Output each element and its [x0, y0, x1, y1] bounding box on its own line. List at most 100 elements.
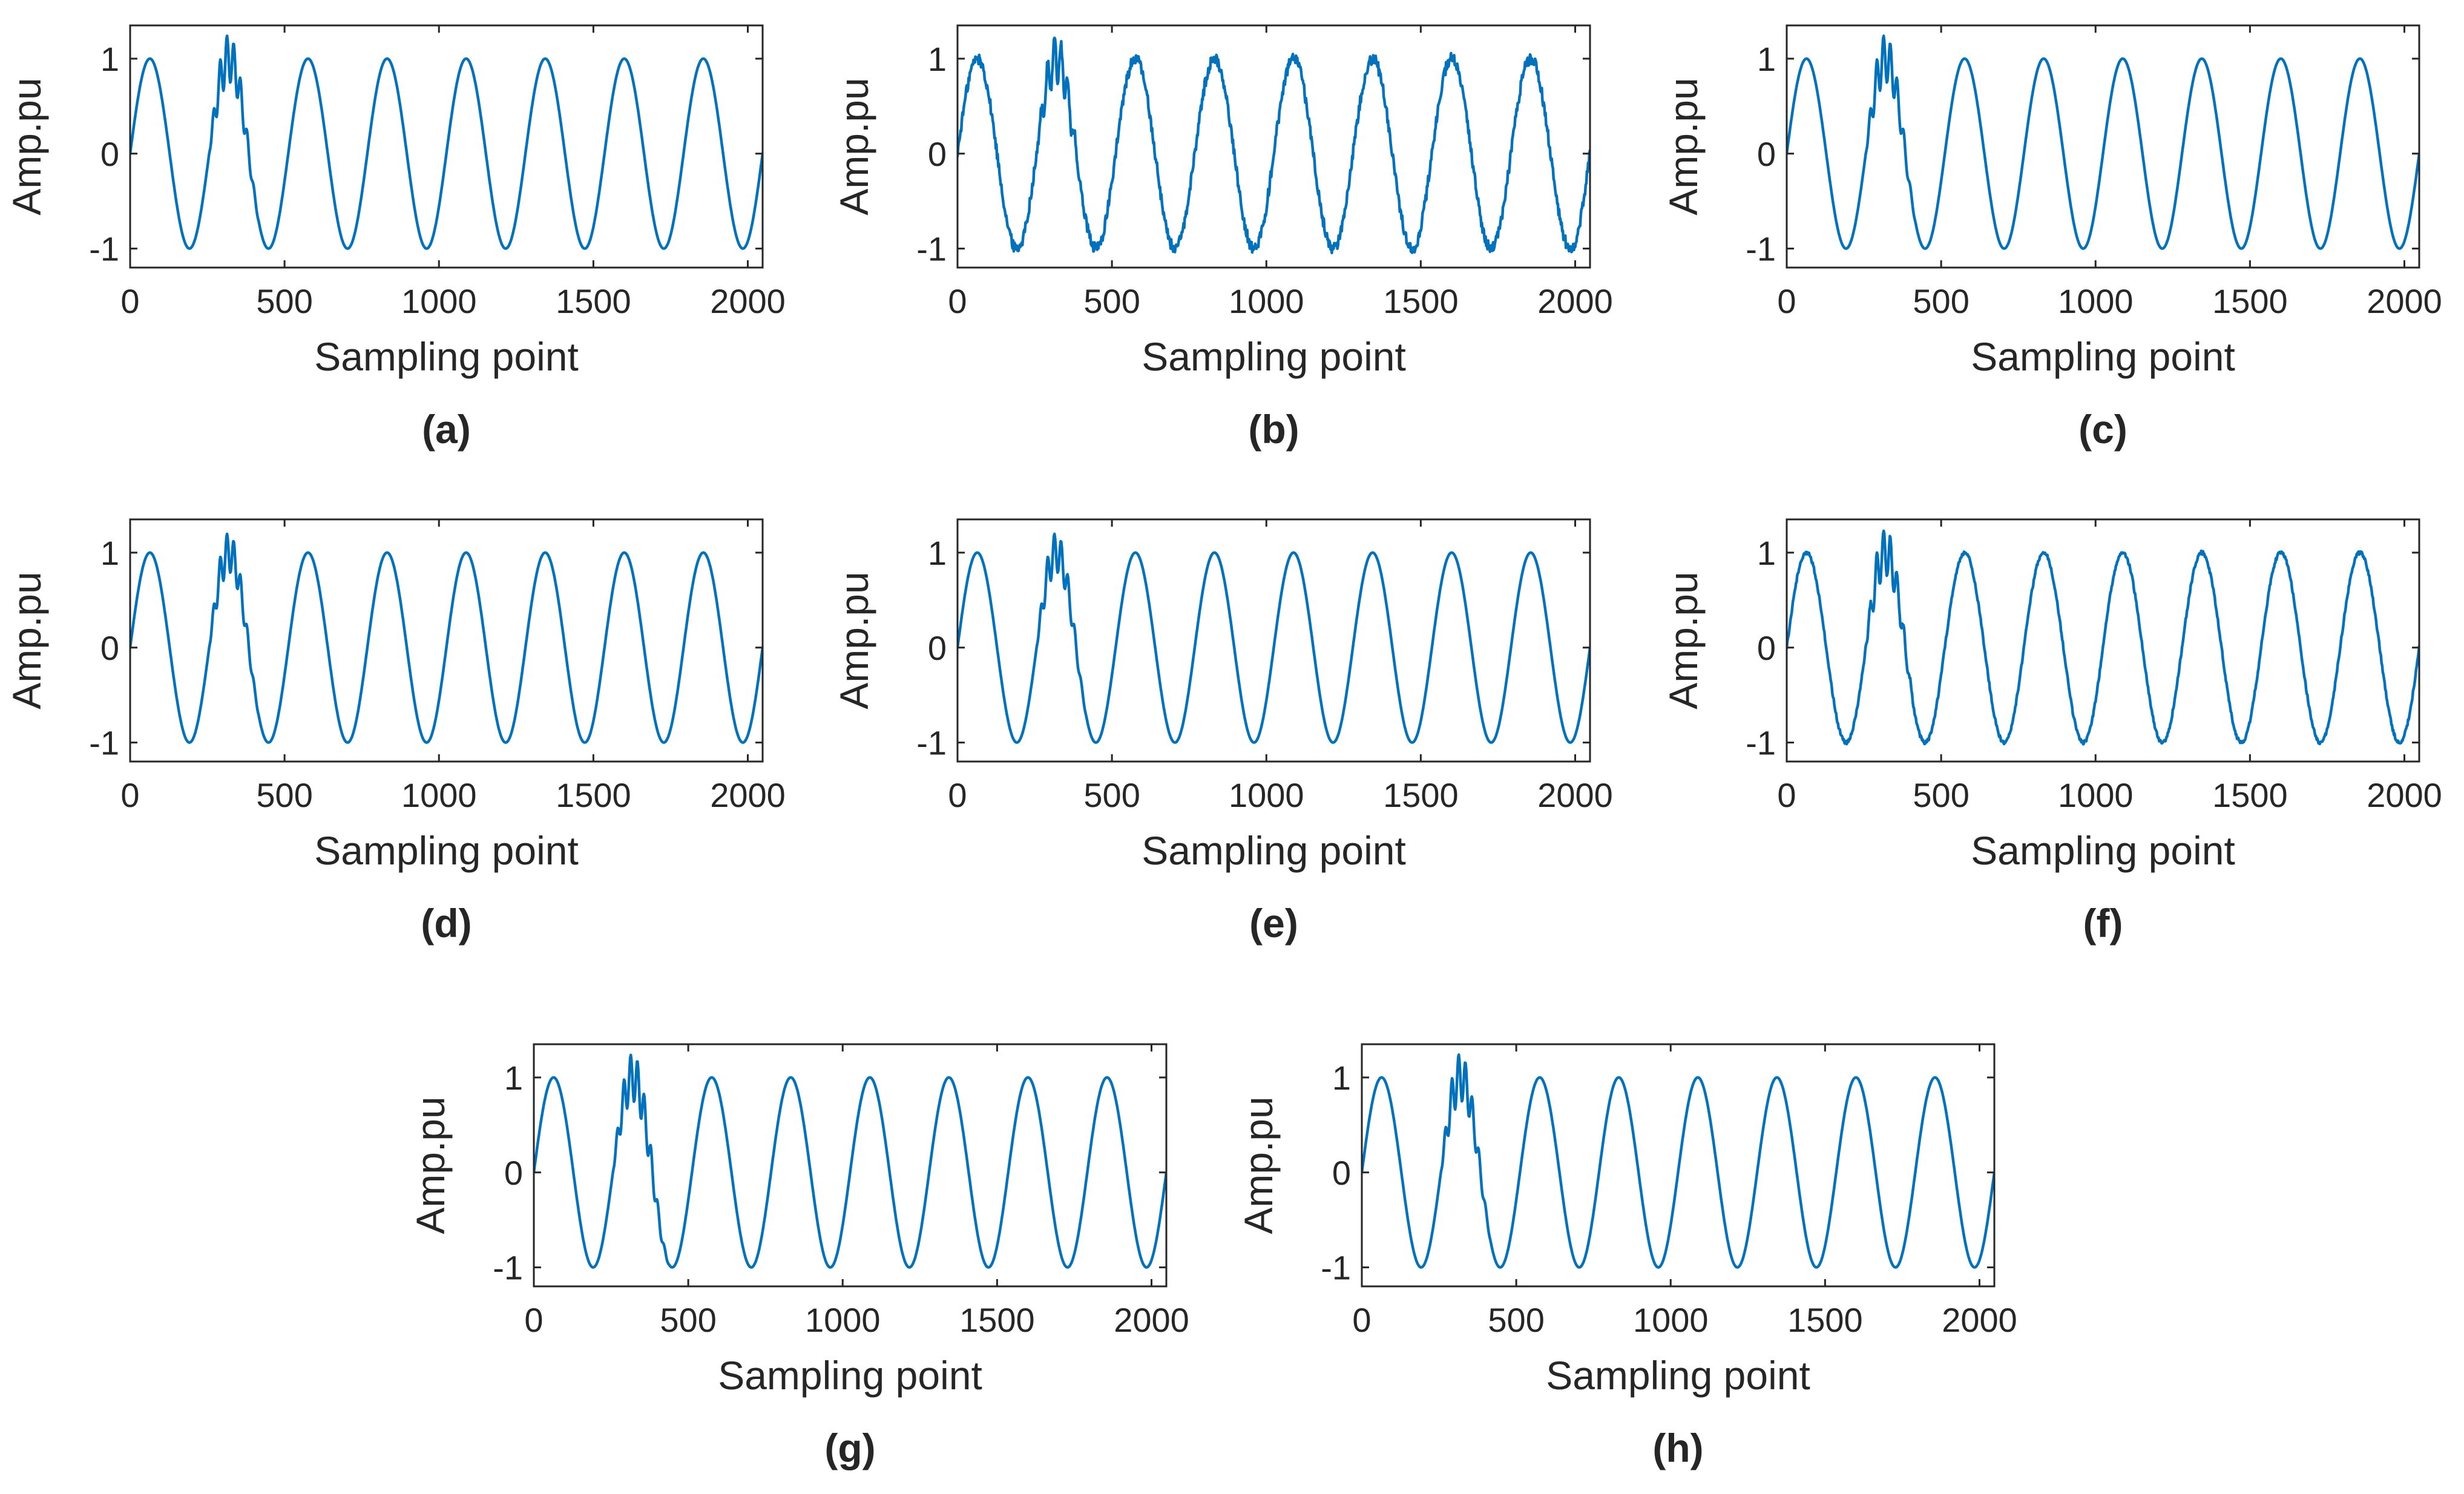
- x-tick-label-e-0: 0: [948, 776, 967, 814]
- x-tick-label-c-0: 0: [1777, 282, 1796, 320]
- x-axis-label-f: Sampling point: [1971, 828, 2235, 873]
- panel-label-g: (g): [824, 1426, 875, 1470]
- y-tick-label-h-2: 1: [1332, 1059, 1351, 1097]
- y-tick-label-e-2: 1: [928, 534, 947, 572]
- y-axis-label-g: Amp.pu: [408, 1096, 453, 1234]
- y-tick-label-a-1: 0: [100, 135, 119, 173]
- y-tick-label-g-0: -1: [493, 1249, 523, 1287]
- x-tick-label-b-4: 2000: [1537, 282, 1613, 320]
- x-tick-label-g-0: 0: [524, 1301, 543, 1339]
- x-tick-label-g-1: 500: [660, 1301, 716, 1339]
- y-tick-label-h-1: 0: [1332, 1154, 1351, 1192]
- x-axis-label-g: Sampling point: [718, 1353, 982, 1398]
- x-axis-label-d: Sampling point: [314, 828, 579, 873]
- y-tick-label-c-2: 1: [1757, 40, 1776, 78]
- x-tick-label-c-2: 1000: [2058, 282, 2134, 320]
- series-line-e: [958, 532, 1590, 744]
- y-axis-label-f: Amp.pu: [1661, 571, 1706, 709]
- axes-frame-f: [1786, 518, 2420, 763]
- x-tick-label-e-3: 1500: [1383, 776, 1459, 814]
- y-tick-label-c-0: -1: [1746, 230, 1776, 268]
- x-tick-label-f-3: 1500: [2212, 776, 2288, 814]
- x-tick-label-c-4: 2000: [2367, 282, 2442, 320]
- y-tick-label-c-1: 0: [1757, 135, 1776, 173]
- x-tick-label-b-2: 1000: [1229, 282, 1304, 320]
- panel-label-b: (b): [1248, 407, 1299, 452]
- y-axis-label-h: Amp.pu: [1236, 1096, 1281, 1234]
- x-tick-label-c-3: 1500: [2212, 282, 2288, 320]
- y-tick-label-d-2: 1: [100, 534, 119, 572]
- y-tick-label-g-1: 0: [504, 1154, 523, 1192]
- x-tick-label-a-1: 500: [256, 282, 312, 320]
- y-tick-label-f-1: 0: [1757, 629, 1776, 667]
- y-axis-label-d: Amp.pu: [4, 571, 49, 709]
- y-tick-label-e-1: 0: [928, 629, 947, 667]
- y-tick-label-h-0: -1: [1321, 1249, 1351, 1287]
- axes-frame-e: [956, 518, 1591, 763]
- panel-label-f: (f): [2083, 901, 2123, 946]
- y-tick-label-d-0: -1: [89, 724, 119, 762]
- y-tick-label-a-2: 1: [100, 40, 119, 78]
- x-tick-label-b-0: 0: [948, 282, 967, 320]
- series-line-d: [130, 532, 763, 744]
- x-tick-label-h-1: 500: [1488, 1301, 1544, 1339]
- panel-label-a: (a): [422, 407, 471, 452]
- x-tick-label-f-1: 500: [1913, 776, 1969, 814]
- y-tick-label-f-2: 1: [1757, 534, 1776, 572]
- x-tick-label-h-3: 1500: [1787, 1301, 1863, 1339]
- series-line-b: [958, 36, 1590, 255]
- axes-frame-d: [129, 518, 764, 763]
- x-tick-label-a-2: 1000: [401, 282, 477, 320]
- x-tick-label-g-3: 1500: [959, 1301, 1035, 1339]
- x-tick-label-g-4: 2000: [1114, 1301, 1189, 1339]
- series-line-c: [1787, 35, 2419, 250]
- y-tick-label-b-0: -1: [916, 230, 947, 268]
- x-tick-label-d-3: 1500: [556, 776, 631, 814]
- x-axis-label-b: Sampling point: [1142, 334, 1406, 379]
- y-tick-label-b-2: 1: [928, 40, 947, 78]
- x-tick-label-a-4: 2000: [710, 282, 786, 320]
- panel-label-d: (d): [421, 901, 471, 946]
- panel-label-c: (c): [2078, 407, 2127, 452]
- x-tick-label-c-1: 500: [1913, 282, 1969, 320]
- x-axis-label-a: Sampling point: [314, 334, 579, 379]
- x-tick-label-h-0: 0: [1352, 1301, 1371, 1339]
- y-axis-label-b: Amp.pu: [832, 77, 876, 215]
- series-line-g: [534, 1053, 1166, 1269]
- x-axis-label-e: Sampling point: [1142, 828, 1406, 873]
- y-tick-label-e-0: -1: [916, 724, 947, 762]
- x-tick-label-f-0: 0: [1777, 776, 1796, 814]
- y-tick-label-a-0: -1: [89, 230, 119, 268]
- panel-label-h: (h): [1652, 1426, 1703, 1470]
- x-tick-label-e-2: 1000: [1229, 776, 1304, 814]
- axes-frame-g: [533, 1043, 1168, 1288]
- axes-frame-a: [129, 24, 764, 269]
- x-tick-label-d-1: 500: [256, 776, 312, 814]
- x-axis-label-c: Sampling point: [1971, 334, 2235, 379]
- y-axis-label-e: Amp.pu: [832, 571, 876, 709]
- axes-frame-c: [1786, 24, 2420, 269]
- series-line-a: [130, 35, 763, 250]
- series-line-f: [1787, 529, 2419, 746]
- x-tick-label-e-4: 2000: [1537, 776, 1613, 814]
- y-axis-label-a: Amp.pu: [4, 77, 49, 215]
- x-tick-label-d-4: 2000: [710, 776, 786, 814]
- y-tick-label-b-1: 0: [928, 135, 947, 173]
- y-tick-label-d-1: 0: [100, 629, 119, 667]
- x-tick-label-d-2: 1000: [401, 776, 477, 814]
- y-tick-label-f-0: -1: [1746, 724, 1776, 762]
- y-tick-label-g-2: 1: [504, 1059, 523, 1097]
- axes-frame-b: [956, 24, 1591, 269]
- x-tick-label-b-1: 500: [1083, 282, 1140, 320]
- x-tick-label-a-3: 1500: [556, 282, 631, 320]
- x-tick-label-h-4: 2000: [1942, 1301, 2017, 1339]
